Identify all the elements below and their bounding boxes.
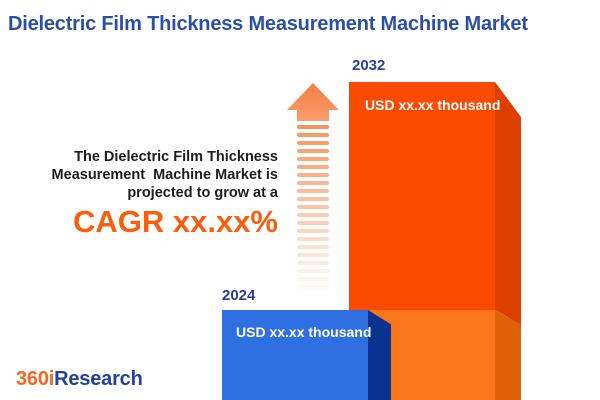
logo-prefix: 360i xyxy=(16,368,55,390)
arrow-stripes xyxy=(297,125,329,293)
growth-description: The Dielectric Film Thickness Measuremen… xyxy=(0,148,278,239)
description-line-1: The Dielectric Film Thickness xyxy=(74,149,278,165)
bar-2032 xyxy=(349,82,495,310)
page-title: Dielectric Film Thickness Measurement Ma… xyxy=(8,13,528,35)
arrow-neck xyxy=(297,109,329,121)
bar-value-2024: USD xx.xx thousand xyxy=(236,324,372,340)
brand-logo: 360iResearch xyxy=(16,368,143,391)
bar-2024 xyxy=(222,310,368,400)
year-label-2024: 2024 xyxy=(222,287,256,304)
year-label-2032: 2032 xyxy=(352,57,386,74)
logo-suffix: Research xyxy=(54,368,143,390)
bar-value-2032: USD xx.xx thousand xyxy=(365,97,501,113)
description-line-3: projected to grow at a xyxy=(127,185,278,201)
cagr-value: CAGR xx.xx% xyxy=(72,204,278,239)
description-line-2: Measurement Machine Market is xyxy=(51,167,278,183)
bar-2032-side xyxy=(495,82,521,325)
arrow-head-icon xyxy=(287,83,339,110)
bar-2024-side xyxy=(368,310,391,400)
bar-2032-side-base xyxy=(495,310,521,400)
